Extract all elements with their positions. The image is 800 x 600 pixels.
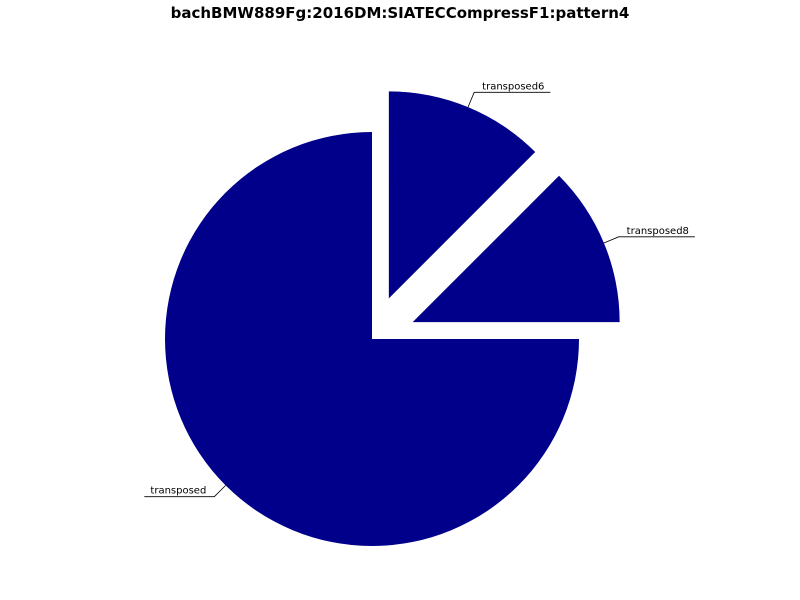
pie-slice-transposed [165, 132, 579, 546]
slice-label-transposed6: transposed6 [467, 81, 551, 108]
slice-label-text: transposed8 [627, 226, 689, 237]
chart-title: bachBMW889Fg:2016DM:SIATECCompressF1:pat… [170, 4, 630, 22]
label-leader-line [603, 236, 695, 244]
slice-label-transposed: transposed [144, 485, 226, 498]
labels-layer: transposed transposed8 transposed6 [144, 81, 695, 498]
label-leader-line [467, 91, 551, 108]
label-leader-line [144, 485, 226, 498]
slice-label-transposed8: transposed8 [603, 226, 695, 244]
slice-label-text: transposed6 [482, 81, 544, 92]
pie-slice-transposed6 [388, 91, 536, 299]
slices-layer [165, 91, 620, 546]
pie-slice-transposed8 [412, 175, 620, 323]
slice-label-text: transposed [150, 486, 206, 497]
